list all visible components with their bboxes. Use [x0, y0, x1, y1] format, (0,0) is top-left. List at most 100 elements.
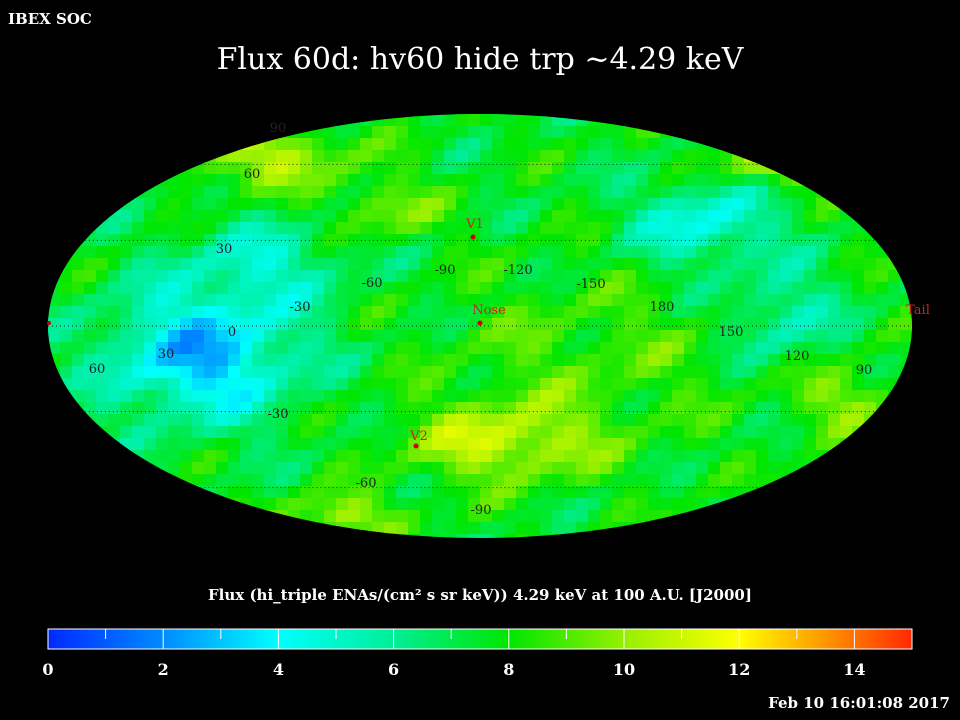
- flux-pixel: [744, 414, 757, 427]
- flux-pixel: [456, 138, 469, 151]
- flux-pixel: [312, 270, 325, 283]
- flux-pixel: [108, 282, 121, 295]
- flux-pixel: [720, 138, 733, 151]
- flux-pixel: [888, 306, 901, 319]
- flux-pixel: [72, 234, 85, 247]
- flux-pixel: [804, 330, 817, 343]
- flux-pixel: [336, 138, 349, 151]
- flux-pixel: [96, 246, 109, 259]
- flux-pixel: [264, 414, 277, 427]
- flux-pixel: [48, 246, 49, 259]
- flux-pixel: [756, 306, 769, 319]
- flux-pixel: [480, 258, 493, 271]
- flux-pixel: [420, 270, 433, 283]
- flux-pixel: [552, 414, 565, 427]
- flux-pixel: [240, 294, 253, 307]
- flux-pixel: [552, 426, 565, 439]
- flux-pixel: [204, 318, 217, 331]
- flux-pixel: [552, 534, 565, 538]
- flux-pixel: [648, 510, 661, 523]
- flux-pixel: [432, 534, 445, 538]
- flux-pixel: [684, 306, 697, 319]
- flux-pixel: [372, 318, 385, 331]
- flux-pixel: [444, 474, 457, 487]
- flux-pixel: [348, 138, 361, 151]
- flux-pixel: [264, 234, 277, 247]
- flux-pixel: [384, 126, 397, 139]
- flux-pixel: [372, 462, 385, 475]
- flux-pixel: [384, 114, 397, 115]
- flux-pixel: [192, 498, 205, 511]
- nose-label: Nose: [472, 303, 506, 318]
- lon-label-minus150: -150: [576, 277, 605, 292]
- flux-pixel: [840, 246, 853, 259]
- flux-pixel: [444, 294, 457, 307]
- flux-pixel: [492, 522, 505, 535]
- flux-pixel: [648, 486, 661, 499]
- flux-pixel: [156, 234, 169, 247]
- flux-pixel: [768, 258, 781, 271]
- flux-pixel: [312, 222, 325, 235]
- flux-pixel: [216, 210, 229, 223]
- flux-pixel: [48, 294, 61, 307]
- flux-pixel: [432, 114, 445, 127]
- flux-pixel: [324, 450, 337, 463]
- flux-pixel: [564, 150, 577, 163]
- flux-pixel: [324, 174, 337, 187]
- flux-pixel: [168, 438, 181, 451]
- flux-pixel: [360, 510, 373, 523]
- flux-pixel: [60, 402, 73, 415]
- flux-pixel: [192, 210, 205, 223]
- flux-pixel: [624, 150, 637, 163]
- flux-pixel: [132, 306, 145, 319]
- flux-pixel: [516, 546, 529, 559]
- flux-pixel: [192, 282, 205, 295]
- flux-pixel: [348, 210, 361, 223]
- flux-pixel: [492, 210, 505, 223]
- flux-pixel: [240, 210, 253, 223]
- flux-pixel: [144, 222, 157, 235]
- flux-pixel: [312, 498, 325, 511]
- flux-pixel: [720, 150, 733, 163]
- flux-pixel: [60, 270, 73, 283]
- flux-pixel: [276, 510, 289, 523]
- flux-pixel: [264, 258, 277, 271]
- flux-pixel: [588, 414, 601, 427]
- flux-pixel: [456, 126, 469, 139]
- flux-pixel: [804, 222, 817, 235]
- flux-pixel: [288, 270, 301, 283]
- flux-pixel: [252, 234, 265, 247]
- flux-pixel: [624, 294, 637, 307]
- flux-pixel: [672, 414, 685, 427]
- flux-pixel: [96, 198, 109, 211]
- flux-pixel: [372, 474, 385, 487]
- flux-pixel: [72, 354, 85, 367]
- flux-pixel: [228, 414, 241, 427]
- flux-pixel: [384, 390, 397, 403]
- flux-pixel: [540, 462, 553, 475]
- flux-pixel: [108, 438, 121, 451]
- flux-pixel: [348, 378, 361, 391]
- flux-pixel: [228, 258, 241, 271]
- flux-pixel: [756, 210, 769, 223]
- flux-pixel: [300, 162, 313, 175]
- flux-pixel: [336, 486, 349, 499]
- colorbar-tick-label: 2: [158, 660, 169, 679]
- flux-pixel: [408, 234, 421, 247]
- flux-pixel: [708, 222, 721, 235]
- flux-pixel: [192, 318, 205, 331]
- flux-pixel: [168, 342, 181, 355]
- flux-pixel: [564, 510, 577, 523]
- flux-pixel: [324, 474, 337, 487]
- flux-pixel: [576, 366, 589, 379]
- flux-pixel: [408, 270, 421, 283]
- flux-pixel: [528, 498, 541, 511]
- flux-pixel: [360, 162, 373, 175]
- flux-pixel: [348, 498, 361, 511]
- flux-pixel: [528, 294, 541, 307]
- flux-pixel: [732, 378, 745, 391]
- flux-pixel: [348, 234, 361, 247]
- flux-pixel: [48, 342, 49, 355]
- flux-pixel: [324, 222, 337, 235]
- flux-pixel: [696, 354, 709, 367]
